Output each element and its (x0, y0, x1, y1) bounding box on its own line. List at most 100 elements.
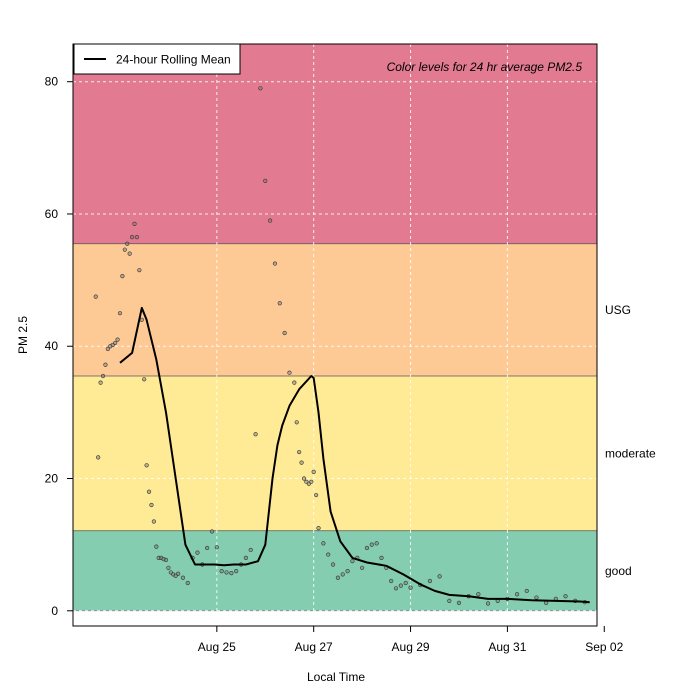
data-point (369, 542, 374, 547)
data-point (398, 583, 403, 588)
data-point (122, 247, 127, 252)
legend-label: 24-hour Rolling Mean (116, 53, 231, 67)
data-point (294, 420, 299, 425)
data-point (408, 585, 413, 590)
data-point (447, 598, 452, 603)
data-point (134, 235, 140, 240)
data-point (316, 526, 321, 531)
band-label-1: USG (605, 303, 631, 317)
data-point (287, 370, 292, 375)
data-point (129, 235, 135, 240)
data-point (340, 572, 345, 577)
data-point (364, 545, 370, 551)
data-point (272, 261, 278, 266)
data-point (234, 569, 239, 574)
data-point (142, 377, 147, 382)
data-point (115, 337, 120, 342)
data-point (117, 311, 123, 316)
y-tick-label: 0 (51, 604, 58, 618)
data-point (219, 569, 224, 574)
data-point (389, 578, 394, 584)
rolling-mean-line (119, 306, 590, 604)
data-point (137, 268, 142, 273)
data-point (93, 294, 98, 299)
legend: 24-hour Rolling Mean (73, 43, 241, 75)
data-point (166, 565, 171, 570)
data-point (330, 562, 336, 567)
band-label-2: moderate (605, 446, 656, 460)
data-point (514, 592, 520, 597)
data-point (297, 449, 302, 455)
data-point (326, 552, 331, 557)
y-axis-title: PM 2.5 (16, 316, 30, 354)
y-tick-label: 80 (45, 75, 59, 89)
data-point (103, 362, 108, 367)
data-point (263, 178, 268, 184)
chart-annotation: Color levels for 24 hr average PM2.5 (387, 60, 583, 74)
data-point (292, 380, 297, 385)
data-point (335, 575, 341, 580)
data-point (132, 221, 137, 226)
data-point (309, 479, 314, 484)
data-point (437, 574, 442, 579)
x-tick-label: Aug 27 (295, 640, 333, 654)
data-point (127, 251, 132, 256)
data-point (379, 555, 384, 560)
data-point (282, 330, 287, 336)
data-point (524, 588, 529, 594)
data-point (393, 586, 399, 591)
data-point (476, 592, 481, 597)
data-point (146, 489, 152, 494)
data-point (144, 463, 149, 468)
x-axis: Aug 25 Aug 27 Aug 29 Aug 31 Sep 02 (198, 626, 624, 654)
data-point (563, 594, 568, 599)
rolling-mean-path (119, 306, 590, 604)
band-labels: USG moderate good (605, 303, 656, 578)
data-point (205, 545, 210, 551)
data-point (253, 432, 258, 437)
data-point (314, 492, 319, 498)
data-point (209, 529, 215, 534)
data-point (98, 380, 103, 385)
x-tick-label: Aug 31 (488, 640, 526, 654)
band-label-3: good (605, 564, 632, 578)
y-tick-label: 60 (45, 207, 59, 221)
data-point (149, 502, 154, 508)
data-point (100, 373, 106, 379)
data-point (360, 565, 365, 570)
data-point (180, 575, 186, 580)
data-point (485, 601, 491, 606)
band-3 (73, 530, 597, 611)
y-axis: 0 20 40 60 80 (45, 75, 73, 618)
data-point (321, 541, 326, 546)
x-tick-label: Sep 02 (585, 640, 623, 654)
data-point (185, 580, 190, 586)
grid-lines (73, 44, 605, 626)
data-point (258, 86, 263, 91)
data-point (534, 595, 539, 600)
data-point (229, 570, 234, 576)
data-point (195, 550, 200, 555)
data-point (299, 460, 304, 465)
data-point (277, 301, 282, 306)
data-point (403, 580, 408, 586)
y-tick-label: 20 (45, 472, 59, 486)
band-1 (73, 243, 597, 377)
aqi-color-bands (73, 44, 597, 612)
data-point (224, 570, 229, 575)
data-point (120, 274, 125, 279)
x-tick-label: Aug 25 (198, 640, 236, 654)
data-point (311, 469, 316, 475)
data-point (151, 519, 156, 524)
data-point (248, 547, 253, 553)
data-point (427, 578, 433, 584)
y-tick-label: 40 (45, 339, 59, 353)
plot-frame (72, 43, 598, 627)
data-point (301, 476, 307, 481)
x-tick-label: Aug 29 (392, 640, 430, 654)
data-point (113, 340, 118, 346)
data-point (350, 559, 355, 564)
data-point (154, 544, 159, 549)
data-point (374, 541, 379, 546)
